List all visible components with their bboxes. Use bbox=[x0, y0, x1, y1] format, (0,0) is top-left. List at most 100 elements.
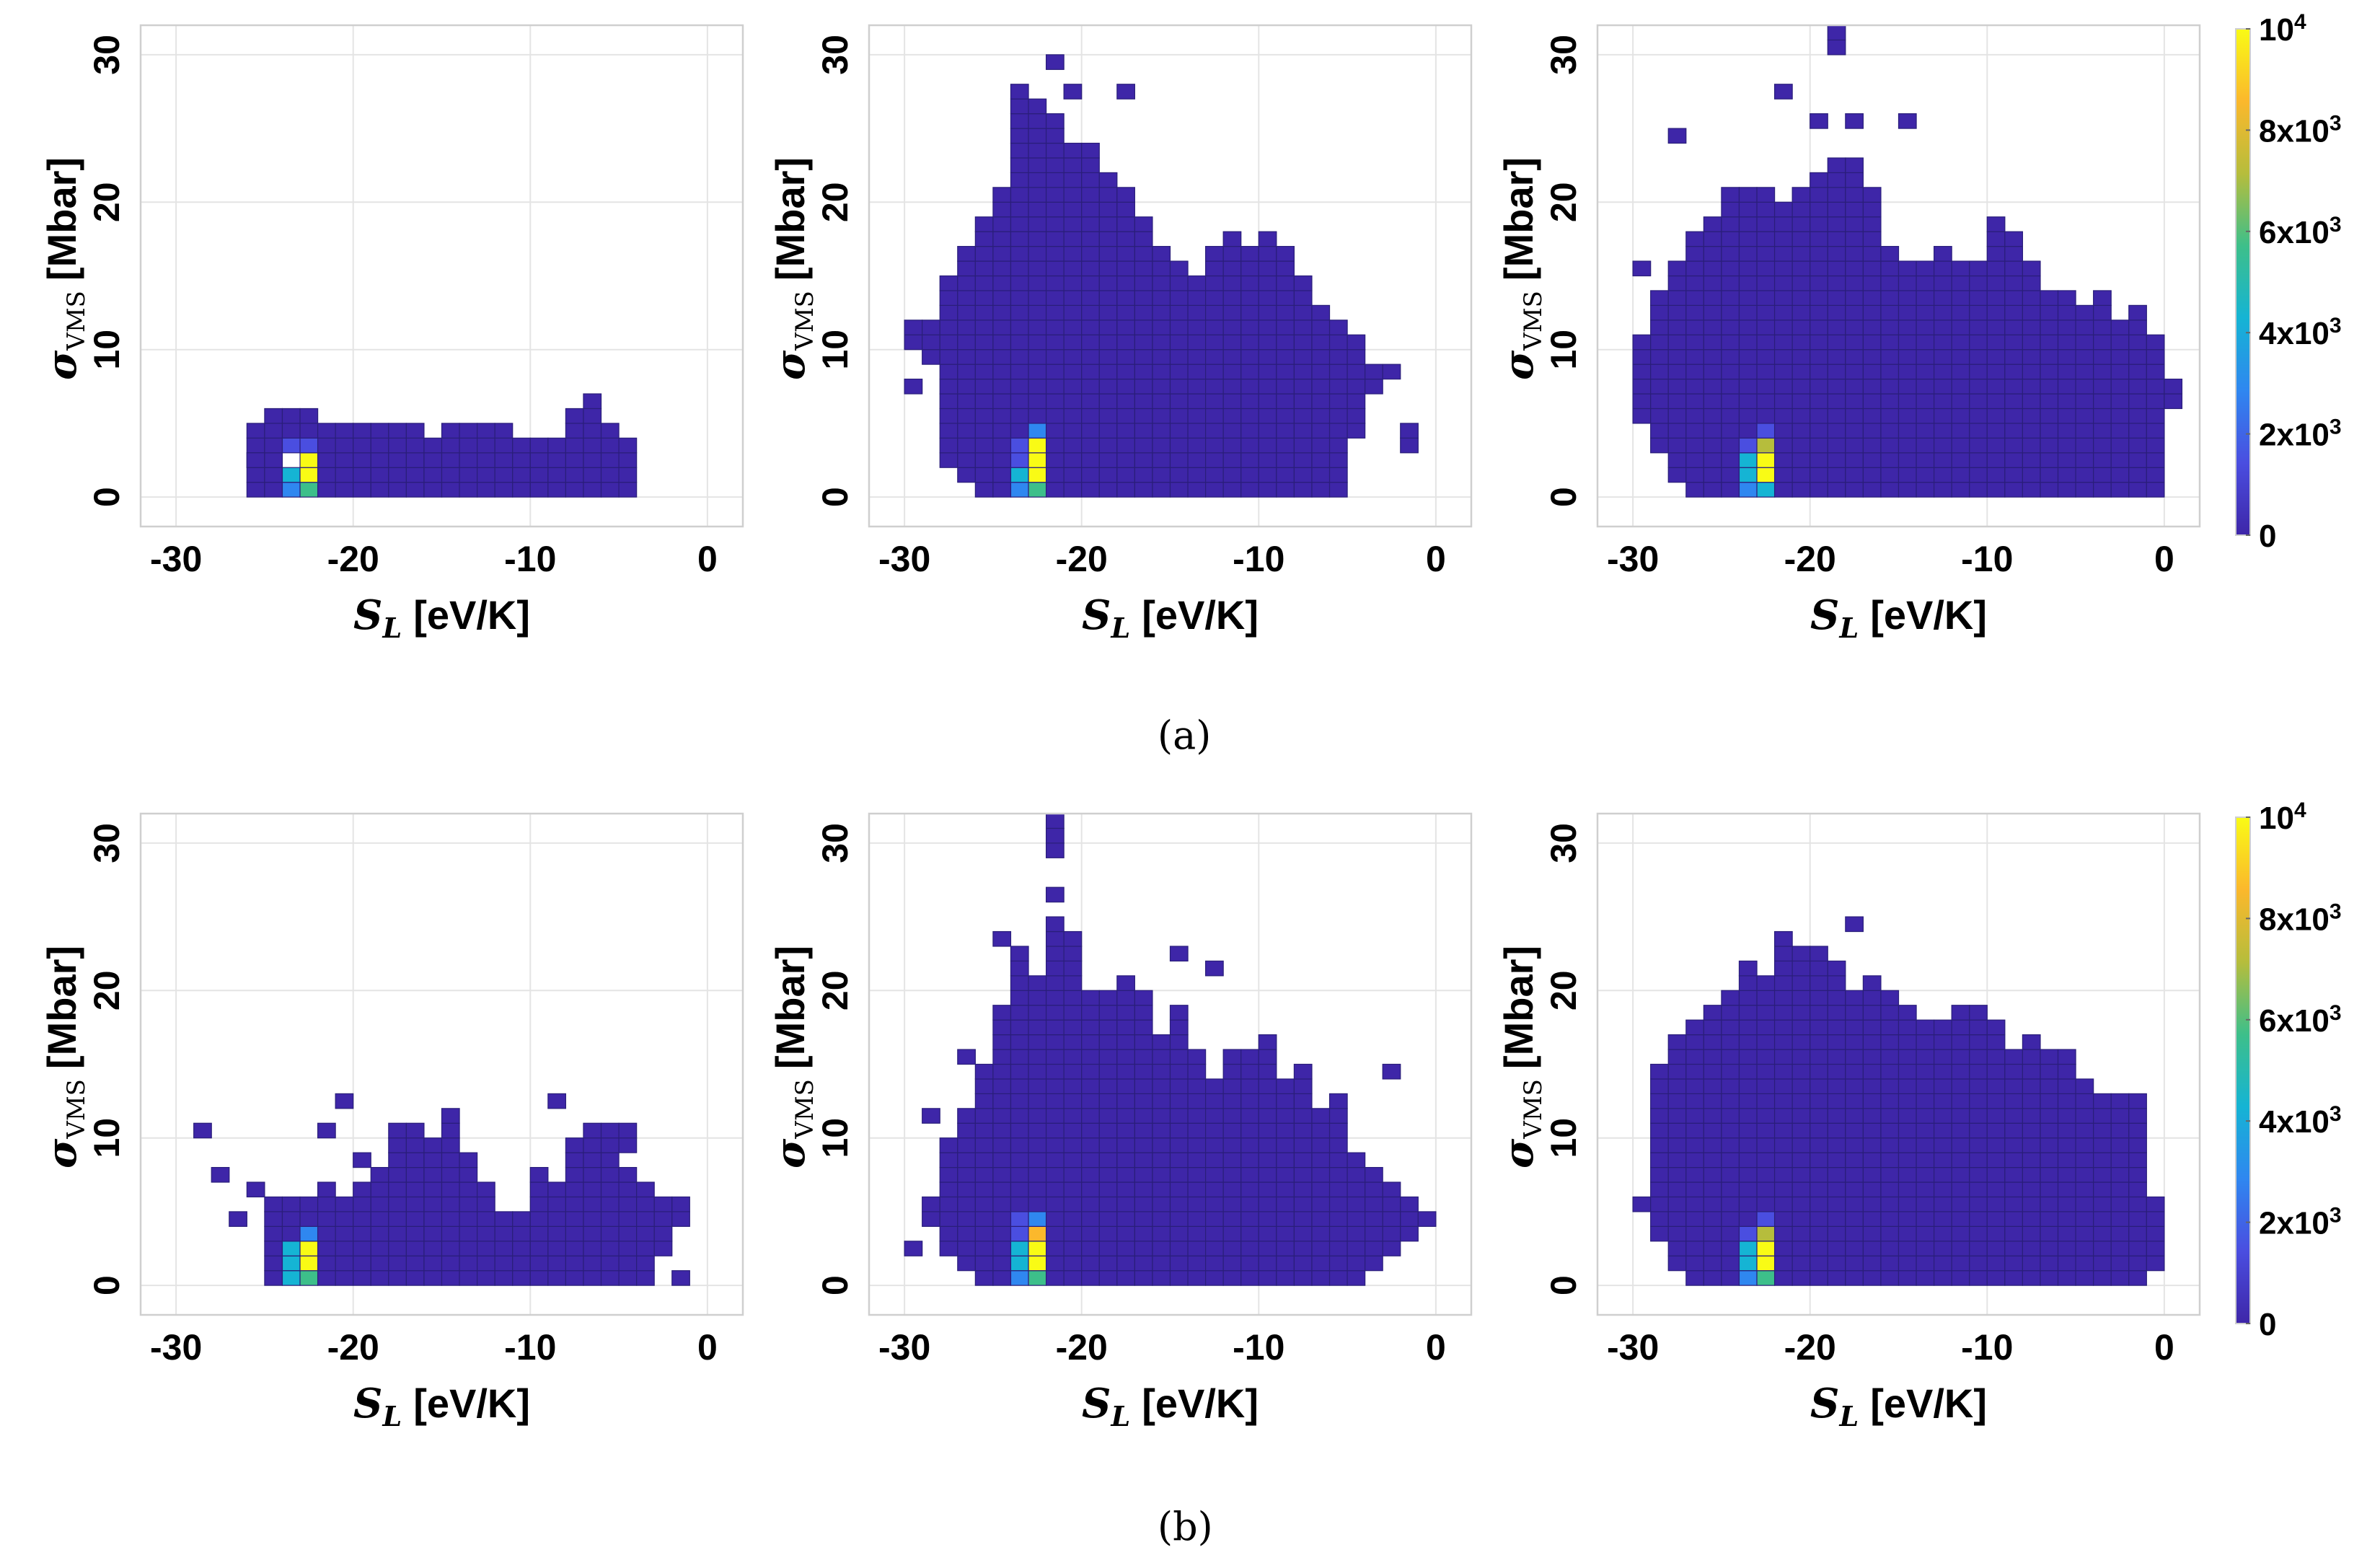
heatmap-cell bbox=[1098, 260, 1118, 277]
heatmap-cell bbox=[618, 1122, 638, 1139]
heatmap-cell bbox=[1951, 1093, 1970, 1109]
heatmap-cell bbox=[653, 1241, 673, 1256]
heatmap-cell bbox=[1862, 304, 1882, 321]
heatmap-cell bbox=[441, 1181, 460, 1198]
heatmap-cell bbox=[512, 437, 531, 454]
heatmap-cell bbox=[1738, 349, 1758, 365]
heatmap-cell bbox=[1081, 1152, 1100, 1168]
heatmap-cell bbox=[1276, 1122, 1295, 1139]
heatmap-cell bbox=[1898, 423, 1917, 439]
heatmap-cell bbox=[1986, 1019, 2006, 1036]
heatmap-cell bbox=[2093, 1255, 2112, 1272]
heatmap-cell bbox=[1721, 1255, 1740, 1272]
heatmap-cell bbox=[1703, 1108, 1722, 1124]
heatmap-cell bbox=[1098, 378, 1118, 395]
heatmap-cell bbox=[2146, 349, 2165, 365]
heatmap-cell bbox=[1045, 334, 1065, 351]
heatmap-cell bbox=[441, 423, 460, 439]
heatmap-cell bbox=[1169, 349, 1189, 365]
heatmap-cell bbox=[922, 1108, 940, 1124]
heatmap-cell bbox=[370, 423, 389, 439]
heatmap-cell bbox=[1063, 378, 1083, 395]
heatmap-cell bbox=[2164, 378, 2183, 395]
heatmap-cell bbox=[1845, 246, 1864, 262]
heatmap-cell bbox=[405, 423, 425, 439]
heatmap-cell bbox=[512, 1211, 531, 1227]
heatmap-cell bbox=[2075, 437, 2094, 454]
heatmap-cell bbox=[1791, 946, 1811, 962]
heatmap-cell bbox=[992, 452, 1012, 468]
heatmap-cell bbox=[939, 304, 958, 321]
heatmap-cells bbox=[1632, 25, 2183, 498]
y-axis-label: σVMS[Mbar] bbox=[38, 157, 91, 380]
heatmap-cell bbox=[1293, 408, 1313, 424]
heatmap-cell bbox=[1187, 1137, 1207, 1153]
heatmap-cell bbox=[957, 1152, 976, 1168]
heatmap-cell bbox=[1028, 1255, 1047, 1272]
heatmap-cell bbox=[1152, 423, 1171, 439]
x-axis-symbol: S bbox=[1810, 1380, 1839, 1427]
heatmap-cell bbox=[1169, 304, 1189, 321]
heatmap-cell bbox=[2093, 467, 2112, 483]
heatmap-cell bbox=[2004, 437, 2024, 454]
heatmap-cell bbox=[974, 408, 994, 424]
heatmap-cell bbox=[1880, 1225, 1900, 1242]
heatmap-cell bbox=[1169, 1137, 1189, 1153]
heatmap-cell bbox=[1951, 304, 1970, 321]
heatmap-cell bbox=[1240, 1152, 1259, 1168]
heatmap-cell bbox=[1116, 201, 1135, 218]
heatmap-cell bbox=[1205, 246, 1224, 262]
heatmap-cell bbox=[1934, 1211, 1952, 1227]
heatmap-cell bbox=[1152, 393, 1171, 410]
heatmap-cell bbox=[1222, 304, 1242, 321]
heatmap-cell bbox=[441, 1255, 460, 1272]
heatmap-cell bbox=[1650, 349, 1669, 365]
heatmap-cell bbox=[1045, 320, 1065, 335]
heatmap-cell bbox=[600, 1166, 620, 1183]
heatmap-cell bbox=[1152, 1241, 1171, 1256]
heatmap-cell bbox=[529, 1166, 549, 1183]
heatmap-cell bbox=[1045, 916, 1065, 933]
heatmap-cell bbox=[1934, 275, 1952, 291]
heatmap-cell bbox=[2004, 1108, 2024, 1124]
heatmap-cell bbox=[2110, 1166, 2130, 1183]
heatmap-cell bbox=[1328, 1270, 1348, 1286]
heatmap-cell bbox=[1898, 1211, 1917, 1227]
heatmap-cell bbox=[1810, 482, 1828, 498]
heatmap-cell bbox=[1773, 408, 1793, 424]
heatmap-cell bbox=[1276, 275, 1295, 291]
heatmap-cell bbox=[1880, 1093, 1900, 1109]
heatmap-cell bbox=[477, 1225, 495, 1242]
heatmap-cell bbox=[1951, 1137, 1970, 1153]
heatmap-cell bbox=[1845, 334, 1864, 351]
heatmap-cell bbox=[1400, 437, 1419, 454]
heatmap-cell bbox=[1010, 275, 1029, 291]
heatmap-cell bbox=[1667, 364, 1687, 380]
heatmap-cell bbox=[1010, 1063, 1029, 1080]
heatmap-cell bbox=[353, 1225, 371, 1242]
heatmap-cell bbox=[370, 1166, 389, 1183]
heatmap-cell bbox=[2146, 467, 2165, 483]
heatmap-cell bbox=[1134, 1049, 1153, 1065]
heatmap-cell bbox=[1986, 1225, 2006, 1242]
heatmap-cell bbox=[1827, 393, 1846, 410]
heatmap-cell bbox=[1791, 1211, 1811, 1227]
heatmap-cell bbox=[904, 320, 923, 335]
heatmap-cell bbox=[1738, 975, 1758, 991]
heatmap-cell bbox=[1845, 482, 1864, 498]
heatmap-cell bbox=[388, 452, 407, 468]
heatmap-cell bbox=[922, 1196, 940, 1212]
heatmap-cell bbox=[992, 1255, 1012, 1272]
heatmap-cell bbox=[1791, 975, 1811, 991]
heatmap-cell bbox=[1827, 1137, 1846, 1153]
heatmap-cell bbox=[1721, 1211, 1740, 1227]
heatmap-cell bbox=[2040, 1196, 2059, 1212]
heatmap-cell bbox=[1827, 320, 1846, 335]
heatmap-cell bbox=[1222, 467, 1242, 483]
heatmap-cell bbox=[1721, 1196, 1740, 1212]
heatmap-cell bbox=[1045, 827, 1065, 844]
heatmap-cell bbox=[1116, 275, 1135, 291]
heatmap-cell bbox=[477, 423, 495, 439]
heatmap-cell bbox=[2075, 320, 2094, 335]
heatmap-cell bbox=[583, 1137, 602, 1153]
